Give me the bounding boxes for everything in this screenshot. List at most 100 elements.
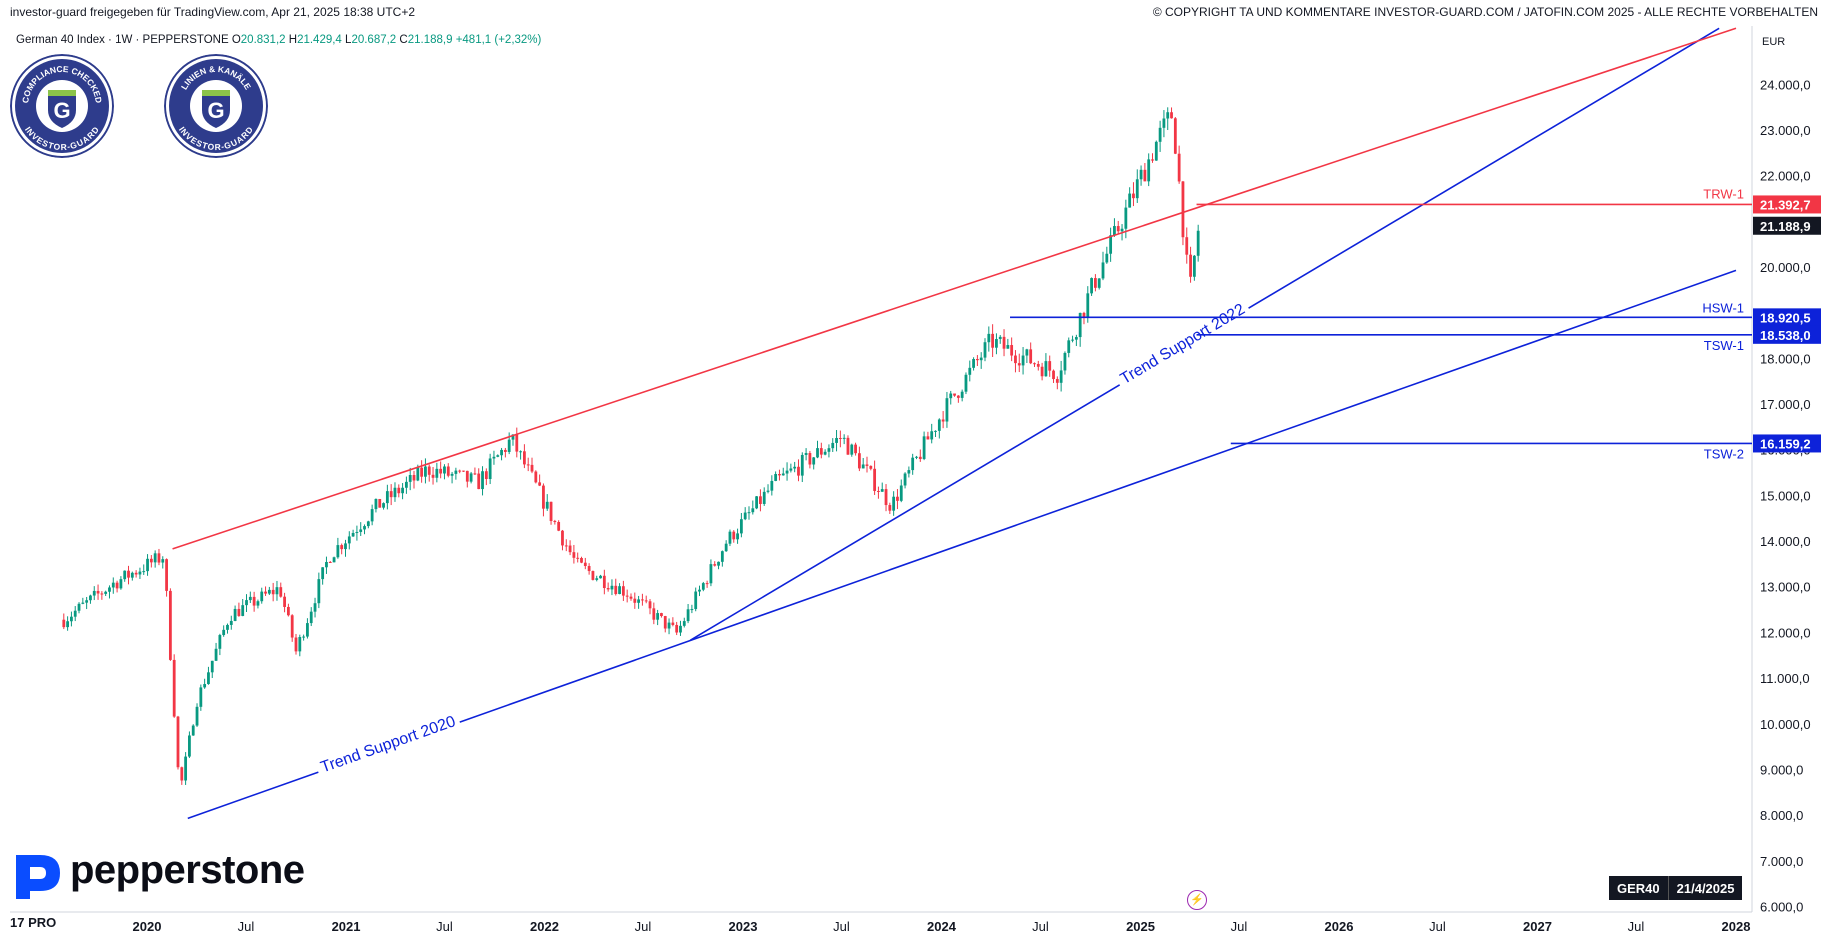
candle-body bbox=[237, 608, 241, 616]
candle-body bbox=[530, 464, 534, 472]
candle bbox=[427, 464, 431, 482]
candle bbox=[1101, 251, 1105, 281]
candle bbox=[420, 460, 424, 483]
candle bbox=[397, 484, 401, 498]
candle-body bbox=[991, 333, 995, 348]
candle bbox=[1010, 337, 1014, 362]
candle bbox=[500, 447, 503, 461]
candle-body bbox=[1151, 159, 1154, 161]
candle bbox=[256, 599, 260, 609]
candle-body bbox=[770, 480, 774, 491]
candle-body bbox=[751, 508, 755, 513]
price-tag-value: 18.920,5 bbox=[1760, 310, 1811, 325]
candle bbox=[652, 602, 656, 625]
y-tick-label: 10.000,0 bbox=[1760, 717, 1811, 732]
candle-body bbox=[759, 496, 762, 504]
candle bbox=[998, 335, 1002, 344]
candle bbox=[1074, 334, 1078, 347]
candle bbox=[1143, 163, 1147, 182]
candle-body bbox=[709, 564, 713, 584]
candle-body bbox=[998, 336, 1002, 340]
candle bbox=[781, 467, 785, 476]
candle bbox=[519, 450, 522, 460]
candle-body bbox=[679, 625, 682, 633]
candle-body bbox=[1170, 112, 1173, 119]
candle bbox=[404, 476, 408, 494]
candle bbox=[378, 498, 382, 508]
candle bbox=[877, 486, 880, 499]
candle bbox=[983, 338, 987, 362]
resistance-trendline bbox=[172, 27, 1737, 550]
candle-body bbox=[846, 437, 850, 455]
candle bbox=[660, 612, 663, 618]
candle-body bbox=[755, 496, 759, 509]
tradingview-logo[interactable]: 17 PRO bbox=[10, 915, 57, 930]
candle-body bbox=[100, 593, 104, 595]
y-tick-label: 11.000,0 bbox=[1760, 671, 1810, 686]
candle-body bbox=[614, 585, 618, 595]
candle bbox=[991, 324, 995, 358]
price-tag-bg bbox=[1753, 195, 1821, 214]
candle-body bbox=[492, 456, 496, 459]
candle-body bbox=[366, 521, 370, 527]
x-tick-label: 2028 bbox=[1722, 919, 1751, 934]
candle bbox=[92, 586, 96, 601]
candle bbox=[637, 595, 641, 609]
candle bbox=[720, 550, 724, 567]
candle-body bbox=[595, 578, 599, 580]
candle bbox=[412, 470, 416, 489]
candle bbox=[941, 411, 945, 429]
candle bbox=[332, 556, 336, 563]
candle-body bbox=[717, 561, 720, 566]
copyright-notice: © COPYRIGHT TA UND KOMMENTARE INVESTOR-G… bbox=[1152, 5, 1818, 19]
trendline-label-group: Trend Support 2022 bbox=[1114, 298, 1252, 390]
candle-body bbox=[134, 572, 138, 575]
candle-body bbox=[793, 466, 797, 469]
candle-body bbox=[835, 437, 838, 443]
candle-body bbox=[431, 474, 435, 478]
candle-body bbox=[1196, 230, 1200, 256]
candle bbox=[816, 440, 819, 459]
candle-body bbox=[648, 601, 652, 609]
currency-label[interactable]: EUR bbox=[1762, 36, 1786, 48]
lightning-icon[interactable]: ⚡ bbox=[1187, 890, 1207, 910]
candle-body bbox=[915, 456, 918, 458]
candle-body bbox=[184, 756, 188, 781]
candle-body bbox=[899, 485, 903, 501]
candle-body bbox=[207, 672, 210, 685]
candle-body bbox=[252, 596, 256, 606]
candle-body bbox=[401, 487, 404, 494]
candle bbox=[808, 450, 812, 469]
candle bbox=[930, 423, 934, 444]
candle bbox=[804, 448, 808, 461]
ohlc-legend[interactable]: German 40 Index · 1W · PEPPERSTONE O20.8… bbox=[16, 34, 541, 46]
candle bbox=[100, 591, 104, 600]
candle bbox=[374, 498, 378, 513]
candle bbox=[70, 611, 73, 627]
candle-body bbox=[62, 619, 66, 628]
candle bbox=[1017, 353, 1021, 373]
candle-body bbox=[736, 533, 739, 540]
candle-body bbox=[180, 767, 184, 781]
candle-body bbox=[264, 591, 267, 594]
candle bbox=[1093, 274, 1097, 292]
candle-body bbox=[739, 519, 743, 534]
candle bbox=[382, 502, 385, 510]
candle bbox=[823, 449, 827, 456]
x-tick-label: 2021 bbox=[332, 919, 361, 934]
candle bbox=[446, 463, 450, 478]
candle bbox=[321, 567, 325, 585]
candle-body bbox=[762, 491, 766, 504]
y-tick-label: 15.000,0 bbox=[1760, 488, 1811, 503]
candle bbox=[789, 463, 793, 473]
candle-body bbox=[435, 468, 439, 478]
candle bbox=[747, 506, 751, 520]
candle-body bbox=[507, 439, 511, 452]
candle-body bbox=[1147, 159, 1151, 182]
candle-body bbox=[804, 453, 808, 455]
candle-body bbox=[713, 564, 717, 566]
candle bbox=[861, 457, 865, 469]
candle bbox=[81, 597, 85, 605]
candle bbox=[979, 352, 983, 369]
